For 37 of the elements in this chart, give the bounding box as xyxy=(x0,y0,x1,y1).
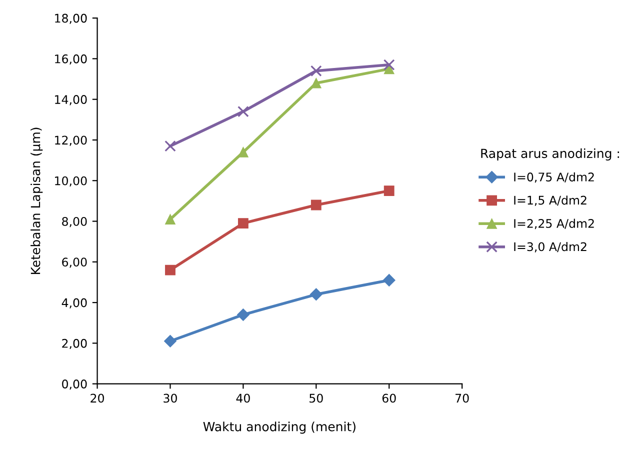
point xyxy=(384,186,394,196)
x-tick-label: 30 xyxy=(164,394,177,403)
point xyxy=(236,308,250,321)
y-tick-label: 8,00 xyxy=(62,216,87,228)
y-tick-label: 18,00 xyxy=(55,14,87,24)
y-tick-label: 4,00 xyxy=(62,298,87,308)
y-tick-label: 14,00 xyxy=(55,95,87,106)
legend-label: I=3,0 A/dm2 xyxy=(514,242,586,252)
x-axis-title: Waktu anodizing (menit) xyxy=(203,422,356,434)
y-tick-label: 0,00 xyxy=(62,380,87,390)
point xyxy=(238,106,249,118)
legend-label: I=0,75 A/dm2 xyxy=(514,172,594,183)
y-tick-label: 16,00 xyxy=(55,54,87,65)
point xyxy=(238,218,248,229)
x-tick-label: 20 xyxy=(90,394,104,403)
x-tick-label: 70 xyxy=(456,394,469,403)
x-tick-label: 40 xyxy=(236,394,250,403)
x-tick-label: 60 xyxy=(382,394,396,403)
point xyxy=(165,264,176,276)
point xyxy=(164,334,176,348)
legend-title: Rapat arus anodizing : xyxy=(481,148,619,161)
point xyxy=(382,274,396,286)
point xyxy=(383,59,395,70)
legend-label: I=2,25 A/dm2 xyxy=(514,218,594,230)
point xyxy=(310,65,322,77)
point xyxy=(310,200,322,210)
y-tick-label: 10,00 xyxy=(55,176,87,186)
y-tick-label: 6,00 xyxy=(62,258,87,268)
point xyxy=(310,288,322,301)
y-tick-label: 2,00 xyxy=(62,338,87,350)
point xyxy=(164,140,176,152)
x-tick-label: 50 xyxy=(310,394,323,403)
point xyxy=(165,214,176,224)
y-axis-title: Ketebalan Lapisan (µm) xyxy=(30,128,43,274)
legend-label: I=1,5 A/dm2 xyxy=(514,196,586,206)
y-tick-label: 12,00 xyxy=(55,136,87,146)
point xyxy=(310,78,322,88)
